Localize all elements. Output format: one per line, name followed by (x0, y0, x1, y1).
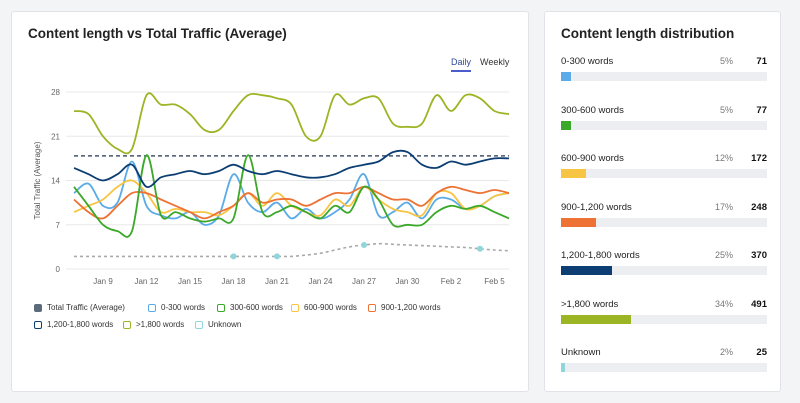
series-line-unknown (74, 242, 510, 258)
line-chart: 0 7 14 21 28 Total Traffic (Average) Jan 9 Jan … (33, 88, 510, 286)
distribution-bar (561, 120, 572, 130)
y-tick-label: 28 (51, 88, 60, 97)
legend-item[interactable]: 900-1,200 words (368, 303, 441, 312)
distribution-bar-track (561, 266, 767, 275)
legend-swatch (291, 303, 299, 312)
distribution-count: 491 (751, 298, 767, 310)
distribution-percent: 34% (714, 298, 733, 309)
x-tick-label: Feb 5 (484, 277, 505, 286)
legend-item[interactable]: Total Traffic (Average) (34, 303, 125, 312)
y-tick-label: 7 (56, 221, 61, 230)
legend-label: 900-1,200 words (381, 303, 441, 312)
series-line-0-300-words (73, 160, 510, 226)
distribution-bar (561, 217, 596, 227)
legend-label: 300-600 words (230, 303, 283, 312)
x-tick-label: Jan 9 (93, 277, 113, 286)
series-line-900-1-200-words (73, 185, 510, 220)
distribution-row: >1,800 words 34% 491 (561, 299, 767, 329)
legend-swatch (368, 303, 376, 312)
distribution-count: 172 (751, 153, 767, 164)
unknown-data-point (361, 241, 367, 248)
distribution-title: Content length distribution (561, 26, 735, 41)
unknown-data-point (477, 245, 483, 252)
legend-item[interactable]: 1,200-1,800 words (34, 320, 113, 329)
distribution-row: 900-1,200 words 17% 248 (561, 202, 767, 232)
distribution-count: 248 (751, 201, 767, 213)
distribution-bar-track (561, 363, 767, 372)
distribution-percent: 12% (714, 153, 733, 163)
legend-item[interactable]: 0-300 words (148, 303, 205, 312)
distribution-percent: 17% (714, 201, 733, 212)
distribution-card: Content length distribution 0-300 words 5… (544, 11, 781, 392)
tab-weekly[interactable]: Weekly (480, 57, 510, 67)
legend-item[interactable]: >1,800 words (123, 320, 184, 329)
distribution-label: 0-300 words (561, 56, 614, 67)
legend-label: Total Traffic (Average) (47, 303, 125, 312)
legend-swatch (34, 320, 42, 329)
distribution-count: 77 (756, 104, 767, 116)
distribution-label: 600-900 words (561, 153, 624, 164)
unknown-data-point (274, 253, 280, 260)
distribution-row: 600-900 words 12% 172 (561, 153, 767, 183)
y-axis-label: Total Traffic (Average) (33, 141, 42, 219)
distribution-bar-track (561, 72, 767, 81)
distribution-percent: 25% (714, 250, 733, 260)
x-tick-label: Jan 27 (352, 277, 377, 286)
distribution-bar (561, 314, 631, 324)
legend-swatch (195, 320, 203, 329)
series-line-300-600-words (73, 154, 510, 238)
distribution-bar-track (561, 217, 767, 227)
distribution-bar (561, 363, 566, 372)
legend-item[interactable]: 300-600 words (217, 303, 283, 312)
distribution-count: 71 (756, 56, 767, 67)
y-tick-label: 21 (51, 132, 60, 141)
distribution-count: 370 (751, 250, 767, 261)
legend-swatch (217, 303, 225, 312)
legend-label: >1,800 words (136, 320, 185, 329)
distribution-percent: 2% (719, 347, 733, 357)
legend-label: 1,200-1,800 words (47, 320, 114, 329)
distribution-label: >1,800 words (561, 298, 619, 310)
legend-label: 0-300 words (161, 303, 206, 312)
distribution-label: Unknown (561, 347, 601, 358)
x-tick-label: Jan 18 (221, 277, 246, 286)
legend-swatch (34, 303, 42, 312)
x-tick-label: Jan 24 (308, 277, 333, 286)
x-tick-label: Feb 2 (441, 277, 462, 286)
distribution-bar-track (561, 120, 767, 130)
y-tick-label: 14 (51, 177, 60, 186)
legend-swatch (123, 320, 131, 329)
traffic-chart-card: Content length vs Total Traffic (Average… (11, 11, 529, 392)
distribution-bar-track (561, 314, 767, 324)
y-tick-label: 0 (56, 265, 61, 274)
distribution-percent: 5% (719, 104, 733, 115)
distribution-bar (561, 72, 572, 81)
distribution-row: Unknown 2% 25 (561, 347, 767, 377)
series-line-1-800-words (73, 92, 510, 155)
legend-label: 600-900 words (304, 303, 357, 312)
legend-item[interactable]: 600-900 words (291, 303, 357, 312)
distribution-label: 1,200-1,800 words (561, 250, 640, 261)
distribution-percent: 5% (719, 56, 733, 66)
distribution-bar-track (561, 169, 767, 178)
distribution-label: 300-600 words (561, 104, 624, 116)
distribution-label: 900-1,200 words (561, 201, 632, 213)
legend-label: Unknown (208, 320, 242, 329)
unknown-data-point (230, 253, 237, 260)
distribution-row: 1,200-1,800 words 25% 370 (561, 250, 767, 280)
legend-item[interactable]: Unknown (195, 320, 241, 329)
distribution-bar (561, 169, 586, 178)
x-tick-label: Jan 21 (265, 277, 290, 286)
x-tick-label: Jan 30 (395, 277, 420, 286)
legend-swatch (148, 303, 156, 312)
tab-daily[interactable]: Daily (451, 57, 472, 72)
distribution-count: 25 (756, 347, 767, 358)
series-line-1-200-1-800-words (73, 149, 510, 188)
x-tick-label: Jan 15 (178, 277, 203, 286)
x-tick-label: Jan 12 (134, 277, 159, 286)
distribution-bar (561, 266, 613, 275)
chart-title: Content length vs Total Traffic (Average… (28, 26, 287, 41)
distribution-row: 0-300 words 5% 71 (561, 56, 767, 86)
distribution-row: 300-600 words 5% 77 (561, 105, 767, 135)
